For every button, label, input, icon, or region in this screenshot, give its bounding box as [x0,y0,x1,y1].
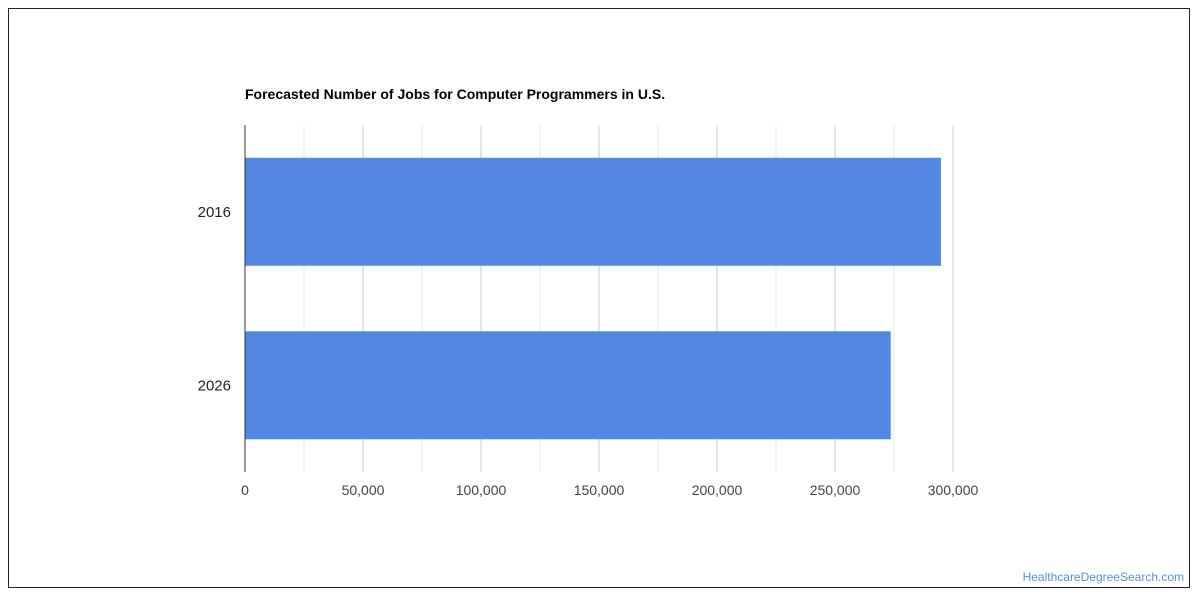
bar-2016 [245,157,941,266]
category-label-2016: 2016 [198,204,231,221]
watermark-link[interactable]: HealthcareDegreeSearch.com [1022,570,1184,584]
x-tick-label: 150,000 [574,482,625,498]
x-axis-tick-labels: 0 50,000 100,000 150,000 200,000 250,000 300,0… [241,482,978,498]
x-tick-label: 250,000 [810,482,861,498]
x-tick-label: 50,000 [342,482,385,498]
y-axis-category-labels: 2016 2026 [198,204,231,395]
x-tick-label: 300,000 [928,482,979,498]
category-label-2026: 2026 [198,377,231,394]
x-tick-label: 200,000 [692,482,743,498]
x-tick-label: 100,000 [456,482,507,498]
bar-2026 [245,331,891,440]
bars [245,157,941,440]
x-tick-label: 0 [241,482,249,498]
chart-title: Forecasted Number of Jobs for Computer P… [245,86,665,102]
